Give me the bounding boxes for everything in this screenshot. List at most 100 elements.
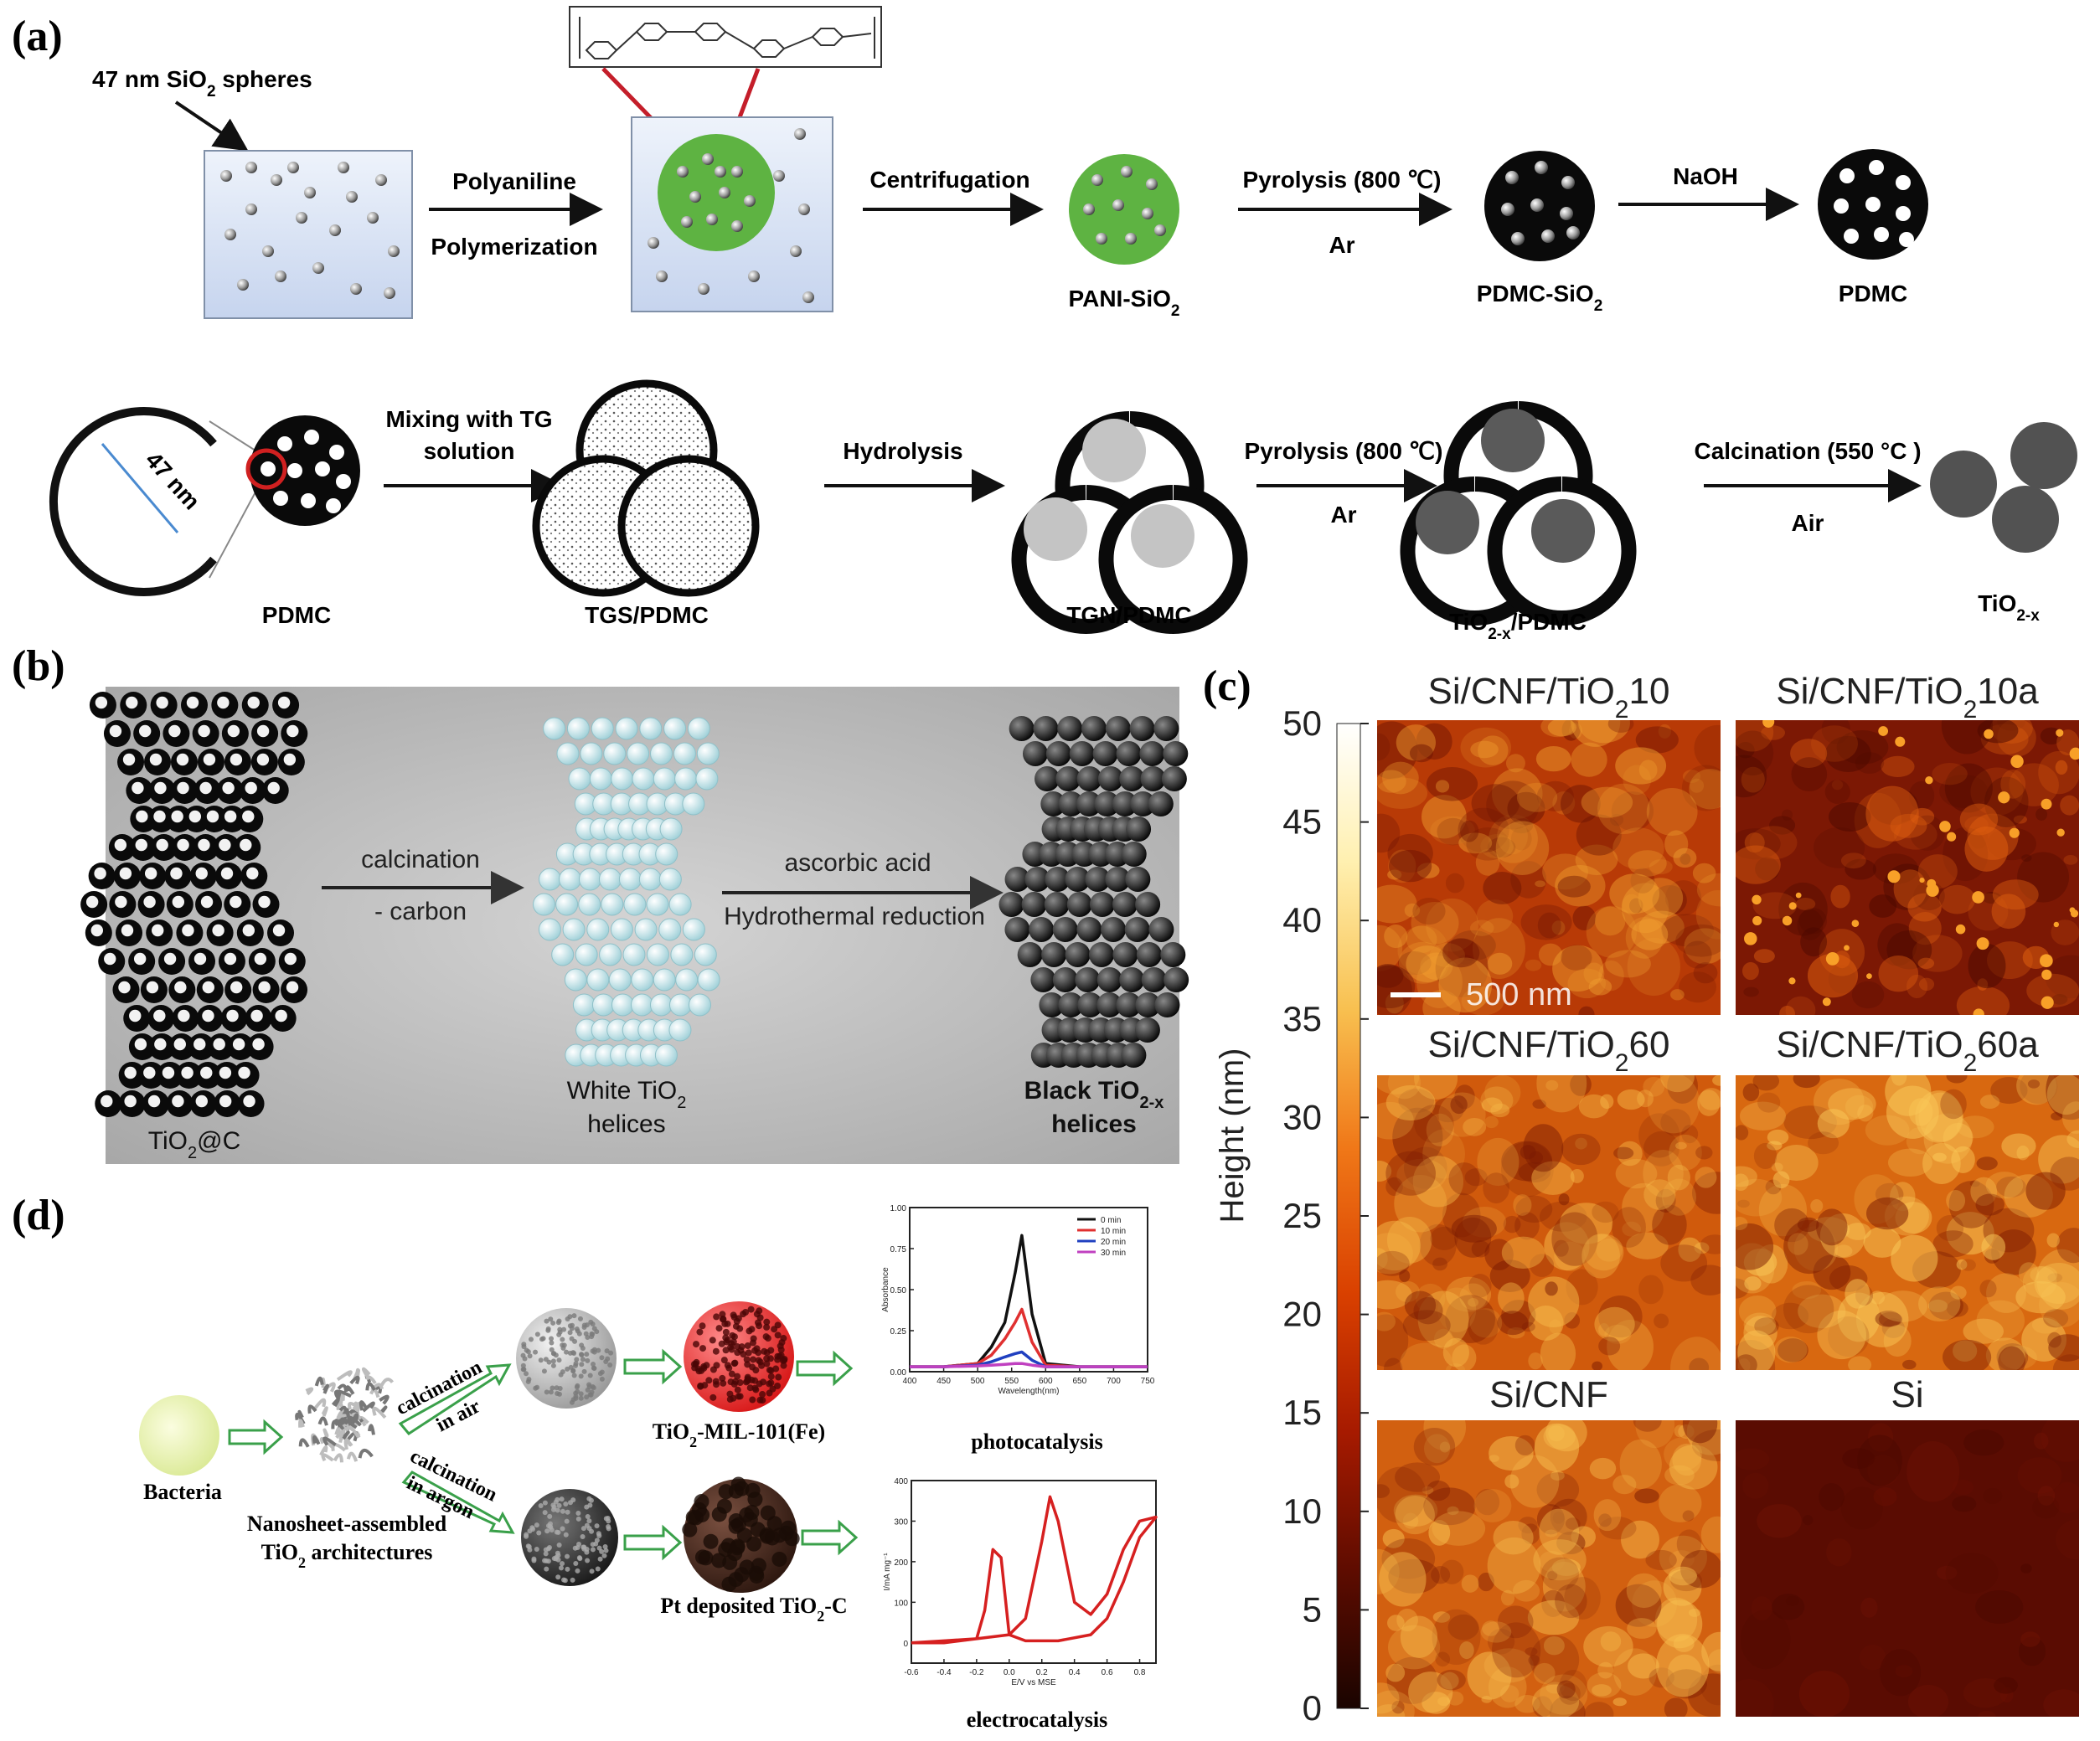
texture-dot <box>575 1544 580 1550</box>
helix-highlight <box>95 696 108 709</box>
afm-grain <box>1384 925 1408 949</box>
afm-grain <box>1736 1223 1774 1270</box>
pani-sphere <box>658 134 775 251</box>
polymerization-label-bottom: Polymerization <box>431 234 597 260</box>
texture-dot <box>560 1369 565 1375</box>
afm-grain <box>2000 1345 2037 1370</box>
tio2-mil-texture <box>690 1306 788 1404</box>
afm-grain <box>1612 1697 1627 1707</box>
texture-dot <box>550 1358 556 1364</box>
inclusion-dot <box>1125 233 1137 245</box>
afm-grain <box>1477 1137 1520 1187</box>
afm-grain <box>1432 1257 1448 1271</box>
embedded-sio2-dot <box>677 166 689 178</box>
afm-grain <box>1435 1651 1451 1667</box>
afm-grain <box>1557 875 1591 898</box>
afm-grain <box>1617 1141 1643 1167</box>
afm-grain <box>1528 1276 1580 1328</box>
afm-grain <box>1432 1611 1451 1623</box>
afm-grain <box>2055 760 2068 775</box>
helix-highlight <box>168 724 181 738</box>
texture-dot <box>586 1518 592 1524</box>
afm-image <box>1377 1420 1721 1717</box>
texture-dot <box>554 1554 560 1560</box>
hydrothermal-label: Hydrothermal reduction <box>724 903 985 930</box>
helix-bead <box>646 943 669 966</box>
height-colorbar <box>1336 723 1361 1709</box>
afm-grain <box>1655 1188 1676 1213</box>
afm-grain <box>1769 816 1796 835</box>
afm-image-title: Si/CNF/TiO210a <box>1776 671 2039 724</box>
afm-grain <box>1870 1290 1886 1305</box>
helix-bead <box>575 943 598 966</box>
x-tick-label: 0.8 <box>1134 1668 1146 1677</box>
helix-bead <box>658 918 682 941</box>
afm-grain <box>1394 1174 1447 1233</box>
afm-grain <box>1657 1599 1703 1649</box>
helix-bead <box>1030 967 1056 992</box>
afm-grain <box>1416 1283 1446 1314</box>
texture-dot <box>699 1345 707 1352</box>
afm-grain <box>1543 1635 1565 1656</box>
afm-grain <box>2051 994 2068 1005</box>
afm-grain <box>1535 880 1546 888</box>
texture-dot <box>775 1373 782 1381</box>
afm-grain <box>1813 827 1865 868</box>
helix-highlight <box>246 867 259 880</box>
texture-dot <box>520 1367 526 1373</box>
afm-grain <box>1538 943 1563 966</box>
afm-grain <box>1587 1671 1622 1698</box>
afm-grain <box>1387 869 1402 880</box>
afm-grain <box>1701 1631 1721 1671</box>
afm-grain <box>1395 1462 1441 1492</box>
afm-grain <box>1536 1075 1587 1113</box>
nanosheet-petal <box>379 1394 390 1405</box>
nanosheet-petal <box>305 1387 314 1396</box>
texture-dot <box>691 1364 699 1372</box>
texture-dot <box>544 1389 550 1395</box>
afm-grain <box>1991 894 2026 930</box>
texture-dot <box>766 1355 774 1362</box>
afm-grain <box>1437 1697 1451 1707</box>
pani-embedded-spheres <box>648 128 814 303</box>
afm-grain <box>1690 1265 1721 1296</box>
nanosheet-petal <box>342 1430 350 1440</box>
afm-grain <box>1545 1281 1558 1296</box>
afm-grain <box>1551 920 1566 935</box>
sio2-sphere-dot <box>245 162 257 173</box>
afm-grain <box>2009 763 2059 806</box>
texture-dot <box>774 1332 782 1339</box>
sio2-sphere-dot <box>329 224 341 236</box>
nanosheet-petal <box>321 1377 326 1388</box>
afm-grain <box>1423 1487 1476 1526</box>
black-helix-label-2: helices <box>1051 1110 1137 1138</box>
afm-grain <box>1694 724 1721 772</box>
helix-bead <box>631 968 654 992</box>
afm-grain <box>1583 962 1605 985</box>
afm-grain <box>1829 801 1871 832</box>
afm-grain <box>1433 1328 1453 1349</box>
centrifugation-label: Centrifugation <box>869 167 1029 193</box>
sio2-sphere-dot <box>237 279 249 291</box>
afm-grain <box>1388 849 1416 883</box>
texture-dot <box>533 1385 539 1391</box>
afm-grain <box>1528 1352 1543 1370</box>
afm-grain <box>1625 917 1664 959</box>
pore-dot <box>277 436 292 451</box>
afm-grain <box>1906 974 1928 999</box>
afm-grain <box>1445 1276 1492 1312</box>
colorbar-tick-label: 20 <box>1282 1295 1322 1334</box>
pdmc-sio2-label: PDMC-SiO2 <box>1477 281 1603 315</box>
afm-grain <box>1950 1285 1967 1300</box>
afm-grain <box>1692 1172 1721 1214</box>
afm-grain <box>1488 1666 1527 1708</box>
afm-grain <box>1489 1455 1499 1462</box>
helix-bead <box>627 742 650 765</box>
afm-grain <box>1468 1274 1492 1298</box>
afm-grain <box>1383 1357 1403 1370</box>
texture-dot <box>749 1396 756 1404</box>
afm-grain <box>1532 1684 1580 1717</box>
afm-grain <box>1669 1566 1697 1586</box>
texture-dot <box>750 1356 757 1363</box>
afm-grain <box>1785 1595 1799 1606</box>
